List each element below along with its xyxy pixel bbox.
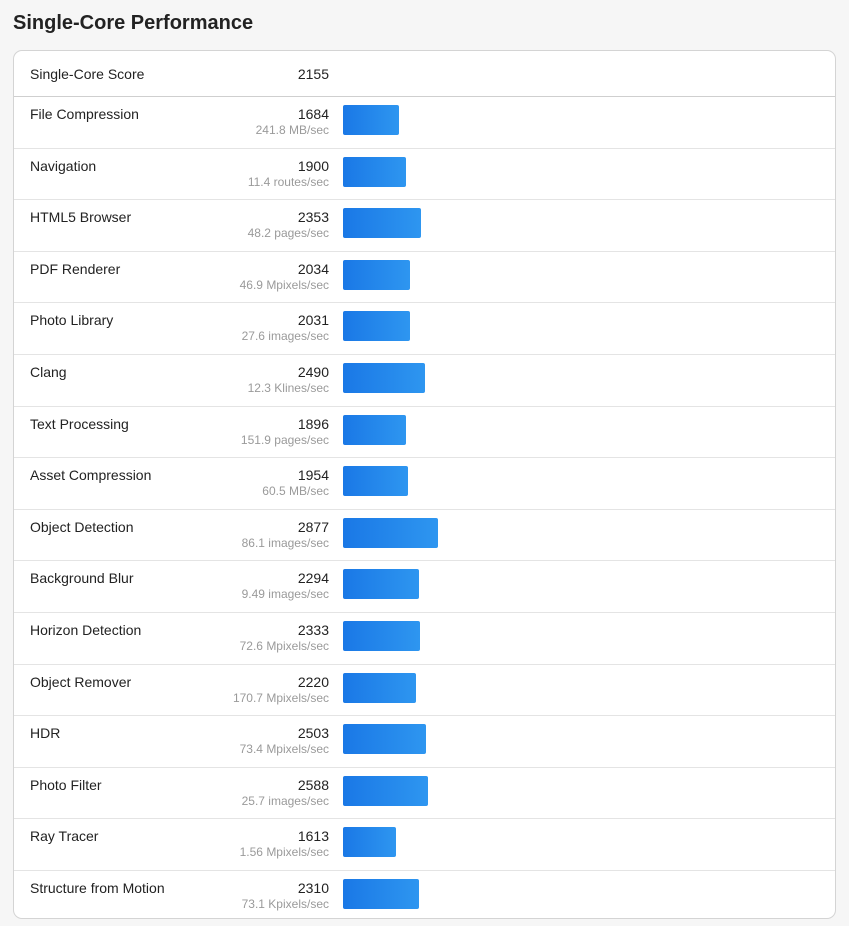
benchmark-score: 2503 (297, 725, 329, 742)
benchmark-rate: 48.2 pages/sec (247, 226, 329, 241)
score-bar (343, 414, 406, 445)
benchmark-score: 1900 (297, 157, 329, 174)
benchmark-name: Ray Tracer (30, 828, 99, 845)
benchmark-score: 2294 (297, 570, 329, 587)
score-bar (343, 878, 419, 909)
benchmark-name: Object Detection (30, 518, 134, 535)
score-bar (343, 517, 438, 548)
benchmark-rate: 241.8 MB/sec (255, 123, 329, 137)
benchmark-name: Object Remover (30, 673, 132, 690)
benchmark-row: Object Detection 2877 86.1 images/sec (14, 510, 835, 562)
benchmark-score: 2353 (297, 209, 329, 226)
benchmark-rate: 151.9 pages/sec (240, 432, 329, 447)
score-bar (343, 362, 425, 393)
benchmark-rate: 25.7 images/sec (241, 793, 329, 808)
benchmark-score: 2031 (297, 312, 329, 329)
benchmark-row: HDR 2503 73.4 Mpixels/sec (14, 716, 835, 768)
score-bar (343, 105, 399, 135)
score-bar (343, 259, 410, 290)
benchmark-rate: 46.9 Mpixels/sec (239, 277, 329, 292)
benchmark-name: Background Blur (30, 570, 134, 587)
benchmark-row: Text Processing 1896 151.9 pages/sec (14, 407, 835, 459)
benchmark-row: Background Blur 2294 9.49 images/sec (14, 561, 835, 613)
benchmark-row: Structure from Motion 2310 73.1 Kpixels/se… (14, 871, 835, 918)
benchmark-row: Asset Compression 1954 60.5 MB/sec (14, 458, 835, 510)
benchmark-name: Photo Filter (30, 776, 102, 793)
benchmark-score: 1613 (297, 828, 329, 845)
benchmark-name: PDF Renderer (30, 260, 121, 277)
benchmark-name: HTML5 Browser (30, 209, 132, 226)
benchmark-rate: 73.1 Kpixels/sec (241, 896, 329, 911)
benchmark-score: 2490 (297, 363, 329, 380)
benchmark-row: HTML5 Browser 2353 48.2 pages/sec (14, 200, 835, 252)
benchmark-name: Navigation (30, 157, 97, 174)
benchmark-rate: 73.4 Mpixels/sec (239, 742, 329, 757)
benchmark-score: 2588 (297, 776, 329, 793)
summary-row: Single-Core Score 2155 (14, 51, 835, 97)
benchmark-rate: 60.5 MB/sec (262, 484, 329, 499)
score-bar (343, 311, 410, 342)
score-bar (343, 620, 420, 651)
benchmark-name: Clang (30, 363, 67, 380)
benchmark-rate: 27.6 images/sec (241, 329, 329, 344)
benchmark-row: Horizon Detection 2333 72.6 Mpixels/sec (14, 613, 835, 665)
benchmark-row: PDF Renderer 2034 46.9 Mpixels/sec (14, 252, 835, 304)
score-bar (343, 569, 419, 600)
benchmark-score: 2310 (297, 879, 329, 896)
score-bar (343, 827, 396, 858)
benchmark-name: Text Processing (30, 415, 129, 432)
results-card: Single-Core Score 2155 File Compression 1… (13, 50, 836, 919)
benchmark-rate: 9.49 images/sec (241, 587, 329, 602)
benchmark-score: 2333 (297, 621, 329, 638)
benchmark-score: 2034 (297, 260, 329, 277)
benchmark-score: 2877 (297, 518, 329, 535)
benchmark-score: 1896 (297, 415, 329, 432)
benchmark-score: 1954 (297, 467, 329, 484)
benchmark-name: Asset Compression (30, 467, 152, 484)
score-bar (343, 775, 428, 806)
benchmark-row: Photo Filter 2588 25.7 images/sec (14, 768, 835, 820)
benchmark-name: File Compression (30, 106, 139, 122)
benchmark-row: File Compression 1684 241.8 MB/sec (14, 97, 835, 149)
benchmark-row: Navigation 1900 11.4 routes/sec (14, 149, 835, 201)
benchmark-rate: 86.1 images/sec (241, 535, 329, 550)
benchmark-score: 2220 (297, 673, 329, 690)
benchmark-row: Clang 2490 12.3 Klines/sec (14, 355, 835, 407)
benchmark-rate: 11.4 routes/sec (247, 174, 329, 189)
benchmark-score: 1684 (297, 106, 329, 122)
score-bar (343, 672, 416, 703)
benchmark-rate: 1.56 Mpixels/sec (239, 845, 329, 860)
summary-score: 2155 (297, 66, 329, 82)
benchmark-row: Object Remover 2220 170.7 Mpixels/sec (14, 665, 835, 717)
benchmark-rate: 170.7 Mpixels/sec (232, 690, 329, 705)
section-title: Single-Core Performance (13, 12, 254, 34)
score-bar (343, 466, 408, 497)
benchmark-rate: 72.6 Mpixels/sec (239, 638, 329, 653)
benchmark-list: File Compression 1684 241.8 MB/sec Navigati… (14, 97, 835, 918)
summary-label: Single-Core Score (30, 66, 145, 82)
benchmark-name: Photo Library (30, 312, 114, 329)
benchmark-name: Structure from Motion (30, 879, 165, 896)
benchmark-row: Photo Library 2031 27.6 images/sec (14, 303, 835, 355)
benchmark-name: Horizon Detection (30, 621, 142, 638)
benchmark-row: Ray Tracer 1613 1.56 Mpixels/sec (14, 819, 835, 871)
score-bar (343, 724, 426, 755)
score-bar (343, 156, 406, 187)
benchmark-name: HDR (30, 725, 61, 742)
benchmark-rate: 12.3 Klines/sec (247, 380, 329, 395)
score-bar (343, 208, 421, 239)
